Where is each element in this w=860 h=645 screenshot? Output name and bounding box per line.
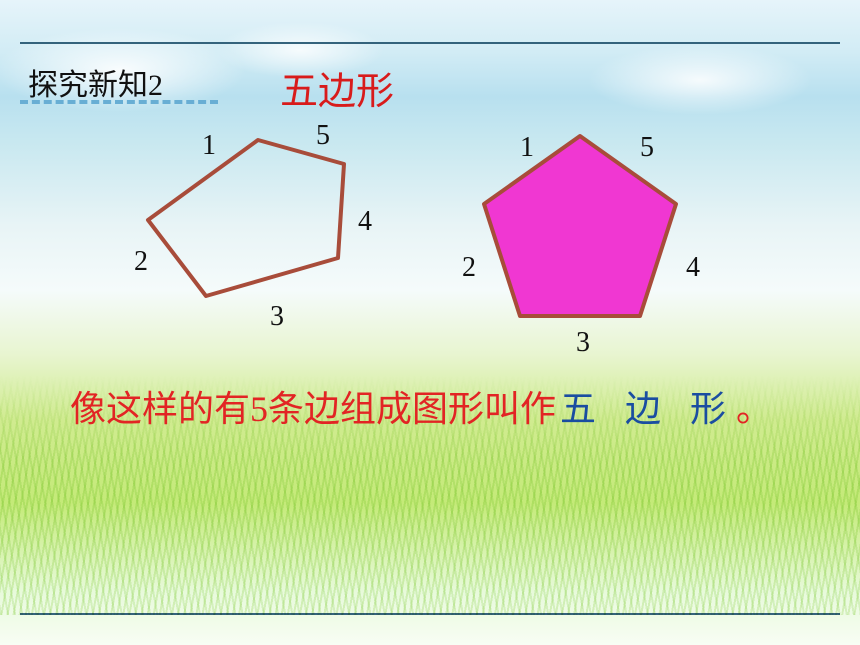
pentagon-irregular: 12345	[130, 130, 410, 340]
pentagon-regular-shape	[484, 136, 676, 316]
edge-label: 1	[520, 132, 534, 163]
pentagon-figures: 1 2 3 4 5 1 2 3 4 5	[80, 120, 780, 360]
page-title: 五边形	[280, 60, 394, 115]
edge-label: 2	[134, 246, 148, 277]
edge-label: 1	[202, 130, 216, 161]
edge-label: 5	[640, 132, 654, 163]
edge-label: 4	[686, 252, 700, 283]
definition-sentence: 像这样的有5条边组成图形叫作五 边 形。	[70, 380, 830, 432]
sentence-prefix: 像这样的有5条边组成图形叫作	[70, 389, 556, 429]
edge-label: 3	[576, 327, 590, 358]
edge-label: 2	[462, 252, 476, 283]
pentagon-regular: 12345	[480, 126, 720, 366]
edge-label: 4	[358, 206, 372, 237]
sentence-suffix: 。	[736, 389, 772, 429]
sentence-word: 五 边 形	[556, 389, 736, 429]
section-underline	[20, 100, 218, 104]
rule-top	[20, 42, 840, 44]
edge-label: 3	[270, 301, 284, 332]
slide: 探究新知2 五边形 12345 12345 像这样的有5条边组成图形叫作五 边 …	[0, 0, 860, 645]
edge-label: 5	[316, 120, 330, 151]
pentagon-irregular-shape	[148, 140, 344, 296]
rule-bottom	[20, 613, 840, 615]
